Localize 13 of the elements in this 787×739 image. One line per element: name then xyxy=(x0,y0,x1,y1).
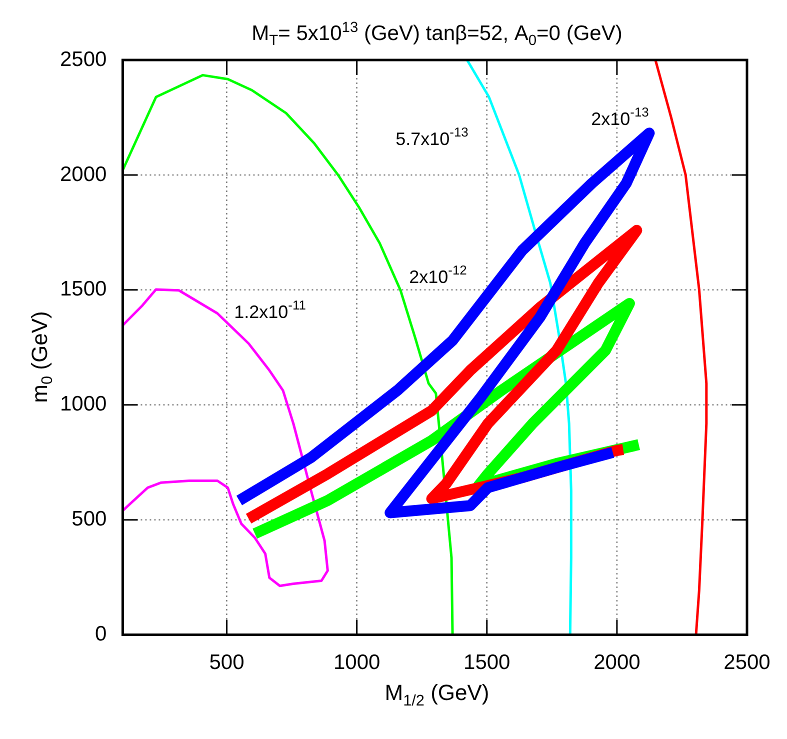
y-tick-label: 2000 xyxy=(60,162,107,186)
y-tick-label: 1000 xyxy=(60,392,107,416)
y-tick-label: 500 xyxy=(72,508,107,531)
x-axis-title: M$_{1/2}$ (GeV) xyxy=(384,680,490,710)
x-tick-label: 500 xyxy=(209,651,244,674)
y-tick-label: 1500 xyxy=(60,278,107,301)
y-tick-label: 2500 xyxy=(60,48,107,71)
x-tick-label: 2000 xyxy=(594,651,640,674)
chart-title: M$_{T}$= 5x10$^{13}$ (GeV) tanβ=52, A$_{0}$=0 (GeV) xyxy=(250,20,624,50)
x-tick-label: 1500 xyxy=(464,651,510,674)
y-tick-label: 0 xyxy=(95,622,107,646)
x-tick-label: 2500 xyxy=(724,651,770,674)
x-tick-label: 1000 xyxy=(333,651,380,674)
